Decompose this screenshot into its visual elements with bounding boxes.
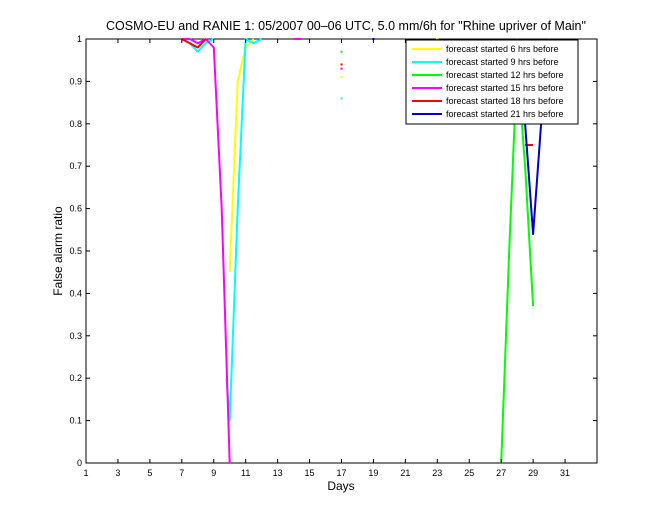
- legend-entry: forecast started 12 hrs before: [446, 70, 564, 80]
- y-tick-label: 0.2: [69, 373, 82, 383]
- x-tick-label: 19: [368, 468, 378, 478]
- legend-entry: forecast started 9 hrs before: [446, 57, 559, 67]
- data-point: [340, 67, 343, 70]
- x-tick-label: 7: [179, 468, 184, 478]
- legend-box: [405, 39, 579, 125]
- series-line: [225, 38, 263, 422]
- x-tick-label: 3: [115, 468, 120, 478]
- y-axis-label: False alarm ratio: [51, 206, 65, 296]
- x-tick-label: 21: [400, 468, 410, 478]
- x-tick-label: 13: [273, 468, 283, 478]
- x-tick-label: 23: [432, 468, 442, 478]
- legend-entry: forecast started 6 hrs before: [446, 44, 559, 54]
- x-tick-label: 31: [560, 468, 570, 478]
- y-axis: 0 0.1 0.2 0.3 0.4 0.5 0.6 0.7 0.8 0.9 1: [69, 34, 597, 468]
- chart-title: COSMO-EU and RANIE 1: 05/2007 00–06 UTC,…: [106, 19, 586, 33]
- x-tick-label: 9: [211, 468, 216, 478]
- series-line: [181, 38, 207, 49]
- legend-entry: forecast started 18 hrs before: [446, 96, 564, 106]
- y-tick-label: 1: [77, 34, 82, 44]
- x-tick-label: 1: [83, 468, 88, 478]
- x-tick-label: 15: [305, 468, 315, 478]
- y-tick-label: 0.8: [69, 119, 82, 129]
- y-tick-label: 0.4: [69, 288, 82, 298]
- y-tick-label: 0.9: [69, 76, 82, 86]
- data-point: [340, 50, 343, 53]
- x-tick-label: 27: [496, 468, 506, 478]
- x-tick-label: 17: [336, 468, 346, 478]
- x-tick-label: 25: [464, 468, 474, 478]
- x-axis-label: Days: [327, 479, 354, 493]
- x-tick-label: 11: [241, 468, 250, 478]
- data-point: [340, 97, 343, 100]
- legend: forecast started 6 hrs before forecast st…: [405, 39, 579, 125]
- x-tick-label: 5: [147, 468, 152, 478]
- y-tick-label: 0.3: [69, 331, 82, 341]
- x-tick-label: 29: [528, 468, 538, 478]
- data-point: [340, 63, 343, 66]
- y-tick-label: 0.5: [69, 246, 82, 256]
- y-tick-label: 0.1: [69, 416, 82, 426]
- data-point: [340, 76, 343, 79]
- y-tick-label: 0.7: [69, 161, 82, 171]
- legend-entry: forecast started 21 hrs before: [446, 109, 564, 119]
- legend-entry: forecast started 15 hrs before: [446, 83, 564, 93]
- x-axis: 1 3 5 7 9 11 13 15 17 19 21 23 25 27 29 31: [83, 39, 570, 478]
- y-tick-label: 0.6: [69, 204, 82, 214]
- y-tick-label: 0: [77, 458, 82, 468]
- series-line: [228, 38, 255, 273]
